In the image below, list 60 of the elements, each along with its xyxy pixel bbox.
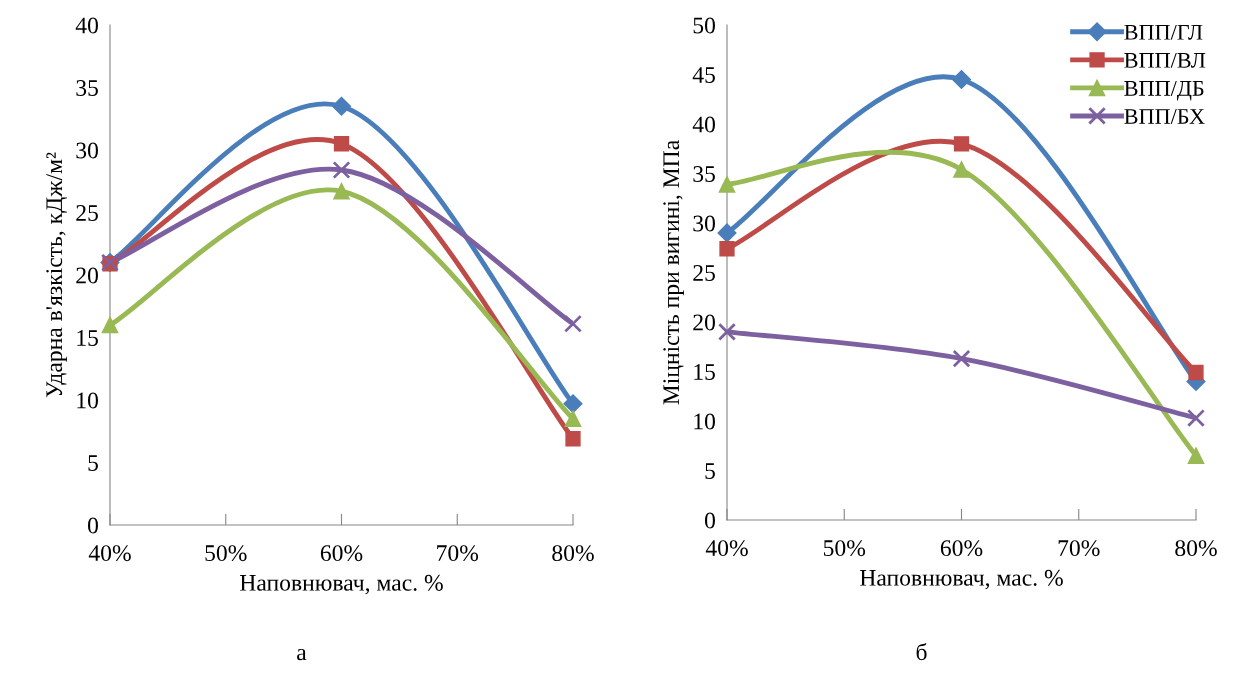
text: б bbox=[916, 643, 927, 661]
x-tick-label: 40% bbox=[705, 540, 748, 557]
legend-label: ВПП/ВЛ bbox=[1124, 52, 1206, 68]
point bbox=[1188, 364, 1204, 381]
y-tick-label: 20 bbox=[693, 314, 715, 331]
y-tick-label: 30 bbox=[76, 142, 98, 159]
y-axis-title: Міцність при вигині, МПа bbox=[663, 140, 684, 405]
y-tick-label: 5 bbox=[705, 463, 715, 479]
point bbox=[718, 176, 736, 193]
y-tick-label: 30 bbox=[693, 215, 715, 232]
y-axis-title: Ударна в'язкість, кДж/м² bbox=[46, 152, 67, 398]
x-axis-title: Наповнювач, мас. % bbox=[860, 569, 1063, 590]
y-tick-label: 20 bbox=[76, 267, 98, 284]
y-tick-label: 50 bbox=[693, 17, 715, 34]
point bbox=[333, 136, 350, 152]
point bbox=[331, 96, 352, 116]
x-tick-label: 60% bbox=[320, 545, 363, 562]
point bbox=[953, 136, 970, 152]
point bbox=[563, 394, 583, 414]
y-tick-label: 45 bbox=[692, 67, 715, 83]
point bbox=[953, 161, 970, 178]
point bbox=[565, 431, 581, 447]
point bbox=[717, 223, 737, 243]
point bbox=[332, 160, 351, 180]
x-tick-label: 70% bbox=[1058, 540, 1100, 557]
y-tick-label: 15 bbox=[77, 330, 98, 346]
x-tick-label: 40% bbox=[88, 545, 131, 562]
y-tick-label: 5 bbox=[88, 455, 98, 471]
legend-label: ВПП/ДБ bbox=[1124, 81, 1204, 101]
legend-label: ВПП/ГЛ bbox=[1124, 24, 1203, 40]
x-tick-label: 50% bbox=[205, 545, 247, 562]
y-tick-label: 15 bbox=[694, 364, 715, 380]
x-tick-label: 60% bbox=[940, 540, 983, 557]
x-tick-label: 80% bbox=[1175, 540, 1217, 557]
y-tick-label: 25 bbox=[76, 205, 98, 221]
x-tick-label: 80% bbox=[552, 545, 594, 562]
text: а bbox=[297, 648, 307, 661]
point bbox=[717, 322, 737, 341]
point bbox=[952, 349, 971, 368]
y-tick-label: 40 bbox=[692, 116, 715, 133]
point bbox=[1187, 447, 1205, 464]
point bbox=[333, 182, 350, 200]
point bbox=[101, 316, 119, 334]
y-tick-label: 0 bbox=[87, 517, 98, 534]
point bbox=[563, 314, 583, 333]
y-tick-label: 25 bbox=[693, 265, 715, 281]
y-tick-label: 40 bbox=[75, 17, 98, 34]
x-tick-label: 50% bbox=[823, 540, 866, 557]
x-axis-title: Наповнювач, мас. % bbox=[240, 574, 443, 595]
point bbox=[564, 410, 582, 428]
point bbox=[719, 241, 735, 257]
y-tick-label: 0 bbox=[704, 512, 715, 529]
y-tick-label: 35 bbox=[76, 80, 98, 96]
legend-label: ВПП/БХ bbox=[1124, 109, 1205, 124]
point bbox=[951, 69, 972, 89]
point bbox=[1186, 409, 1206, 428]
x-tick-label: 70% bbox=[437, 545, 479, 562]
y-tick-label: 10 bbox=[77, 392, 98, 409]
y-tick-label: 10 bbox=[694, 413, 715, 430]
y-tick-label: 35 bbox=[693, 166, 715, 182]
